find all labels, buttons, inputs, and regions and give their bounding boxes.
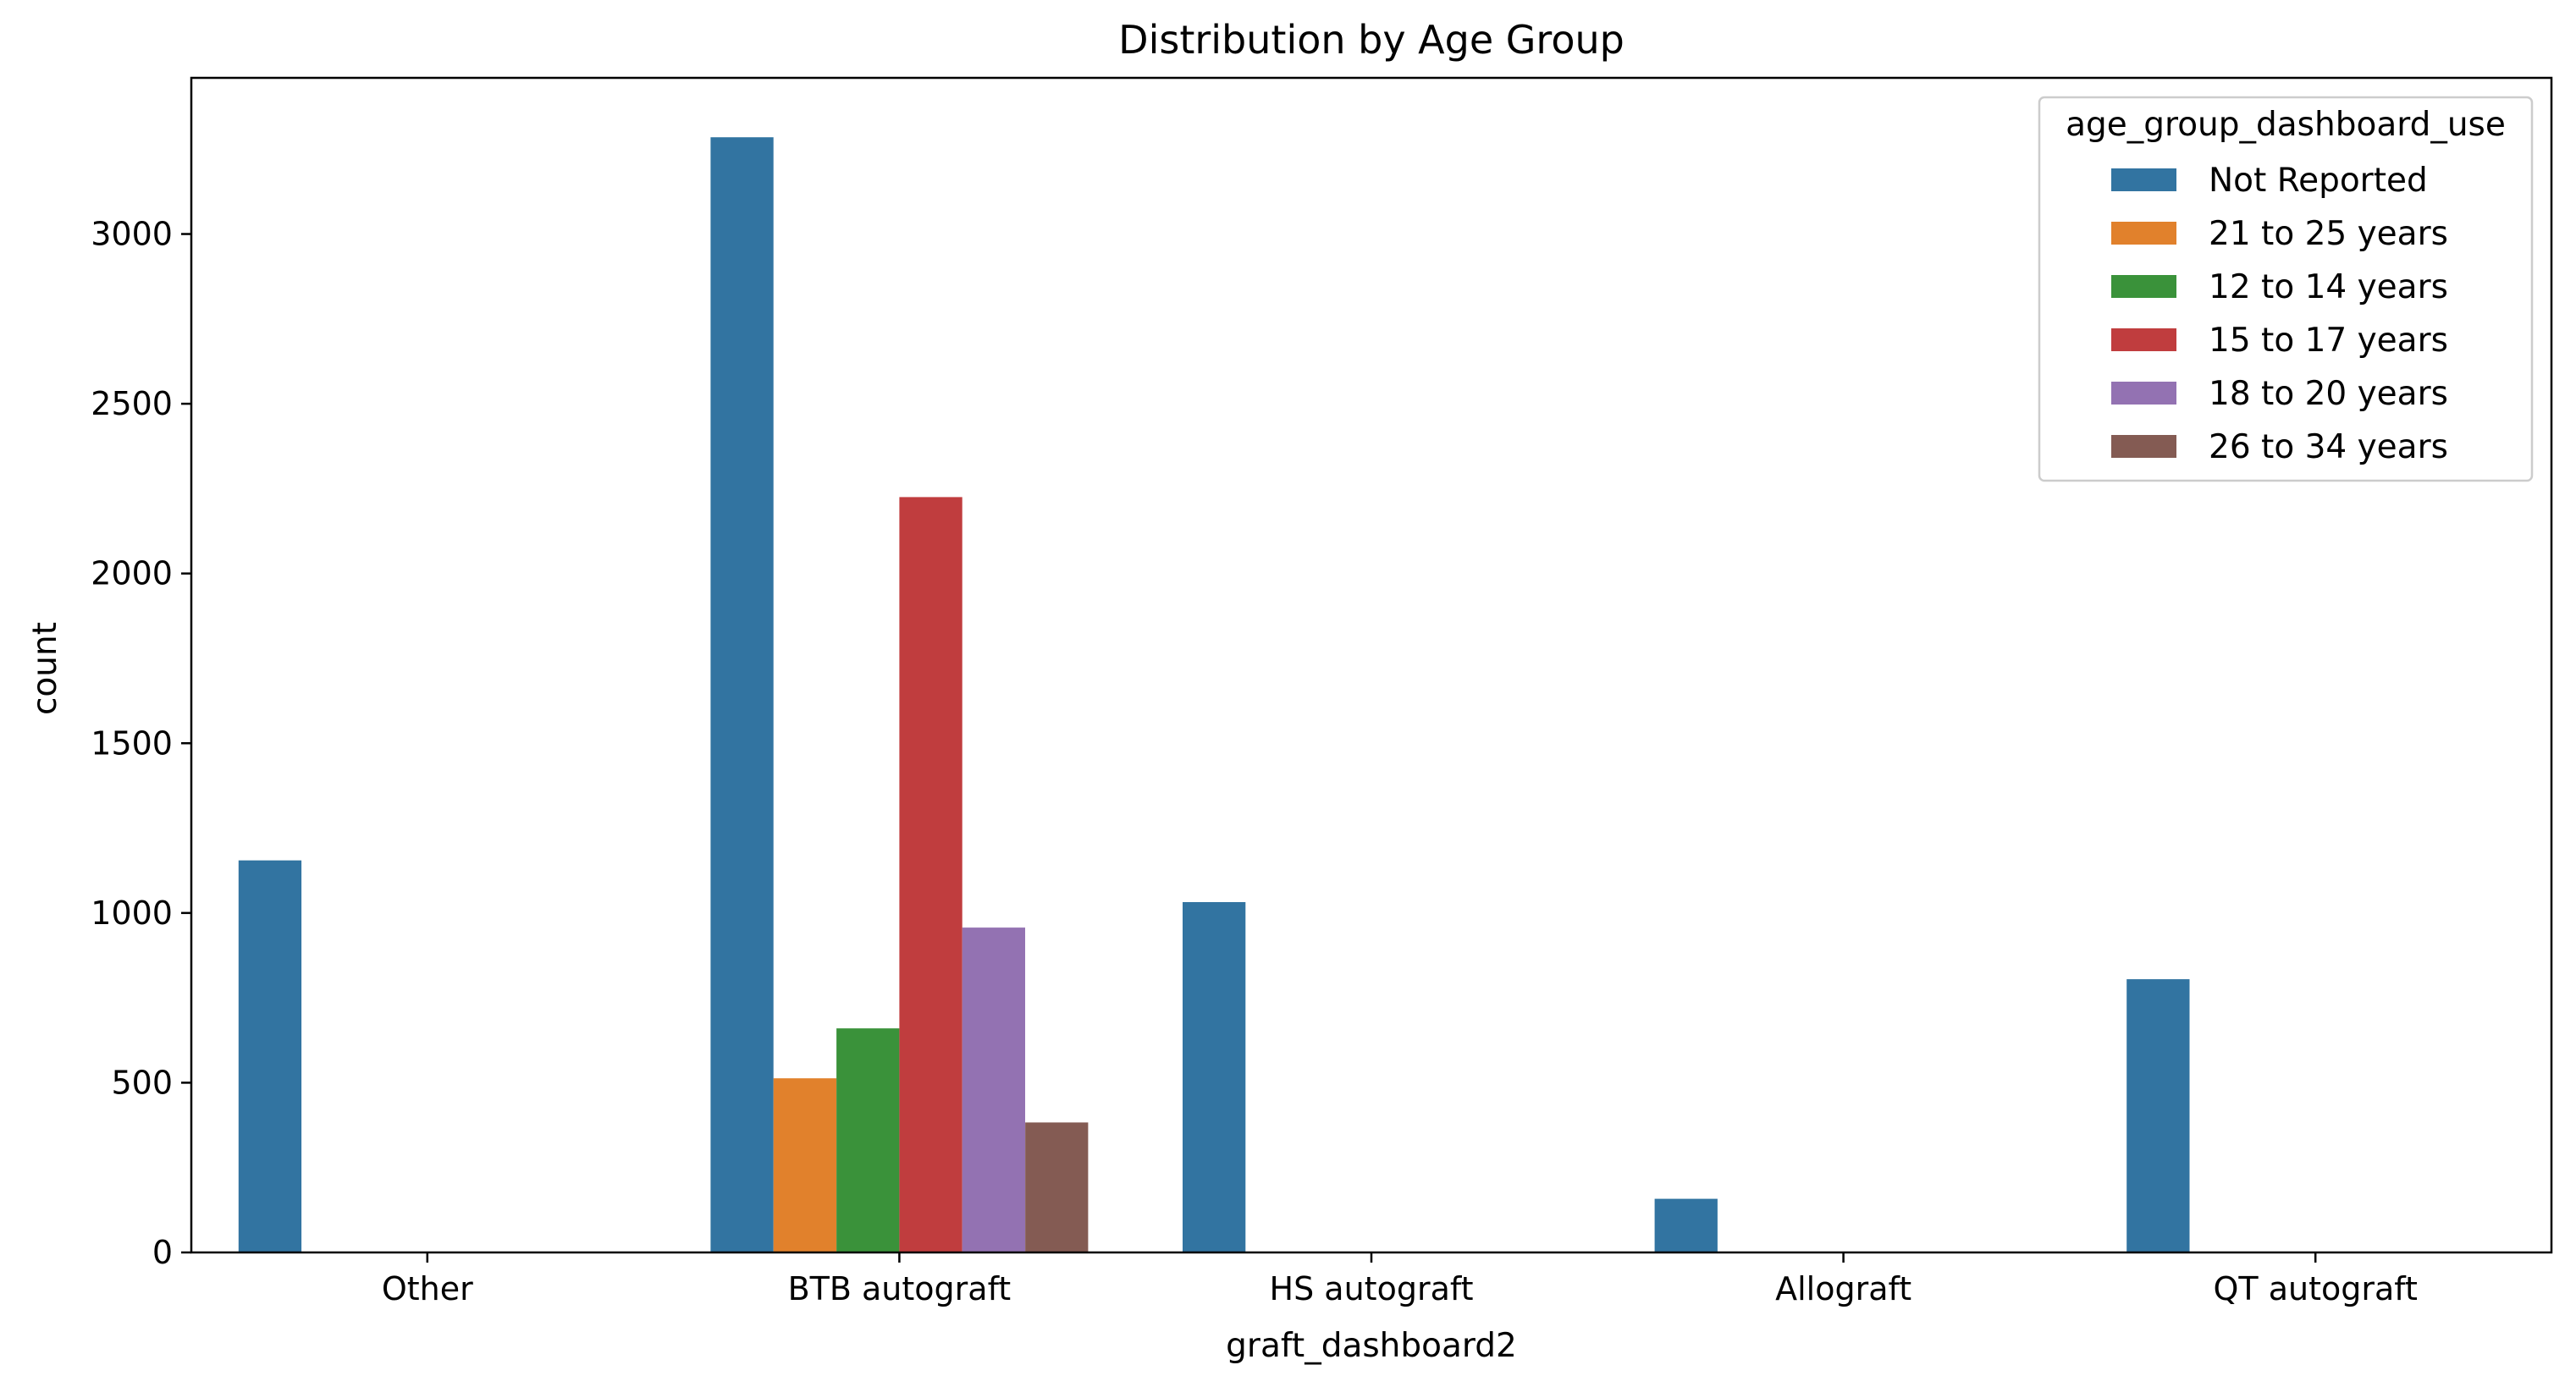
legend-swatch (2111, 435, 2176, 458)
bar-21-to-25-years-btb-autograft (773, 1078, 836, 1252)
legend-entry-label: 18 to 20 years (2209, 375, 2448, 413)
bar-not-reported-allograft (1654, 1198, 1718, 1252)
y-tick-label: 2500 (91, 385, 173, 422)
bar-not-reported-hs-autograft (1183, 902, 1246, 1252)
bar-not-reported-btb-autograft (710, 137, 774, 1253)
legend-entry-label: 21 to 25 years (2209, 215, 2448, 253)
legend-swatch (2111, 328, 2176, 351)
bars-layer (238, 137, 2190, 1253)
legend-swatch (2111, 382, 2176, 405)
y-tick-label: 3000 (91, 216, 173, 253)
legend-entry-label: 15 to 17 years (2209, 322, 2448, 360)
bar-26-to-34-years-btb-autograft (1025, 1122, 1089, 1252)
x-tick-label: Other (382, 1270, 473, 1307)
legend-entry-label: Not Reported (2209, 162, 2428, 200)
y-tick-label: 0 (152, 1234, 173, 1271)
legend-swatch (2111, 168, 2176, 191)
y-tick-label: 1500 (91, 724, 173, 762)
x-tick-label: QT autograft (2214, 1270, 2418, 1307)
y-tick-label: 2000 (91, 555, 173, 592)
x-tick-label: BTB autograft (788, 1270, 1012, 1307)
y-tick-label: 1000 (91, 894, 173, 932)
legend-swatch (2111, 275, 2176, 298)
bar-not-reported-other (238, 860, 302, 1252)
x-tick-label: Allograft (1775, 1270, 1911, 1307)
bar-12-to-14-years-btb-autograft (836, 1028, 900, 1252)
bar-not-reported-qt-autograft (2126, 979, 2190, 1252)
legend-entry-label: 12 to 14 years (2209, 268, 2448, 306)
chart-title: Distribution by Age Group (1118, 17, 1624, 63)
bar-18-to-20-years-btb-autograft (962, 927, 1025, 1252)
legend-swatch (2111, 222, 2176, 245)
y-tick-label: 500 (111, 1064, 173, 1101)
x-tick-label: HS autograft (1270, 1270, 1474, 1307)
legend: age_group_dashboard_use Not Reported 21 to… (2038, 96, 2534, 482)
x-axis-label: graft_dashboard2 (1226, 1327, 1517, 1365)
legend-entry-label: 26 to 34 years (2209, 428, 2448, 466)
y-axis-label: count (26, 622, 64, 715)
axes-layer: 0 500 1000 1500 2000 2500 3000 Other BTB autogra… (91, 76, 2553, 1307)
legend-title: age_group_dashboard_use (2066, 106, 2506, 144)
bar-15-to-17-years-btb-autograft (899, 497, 963, 1252)
